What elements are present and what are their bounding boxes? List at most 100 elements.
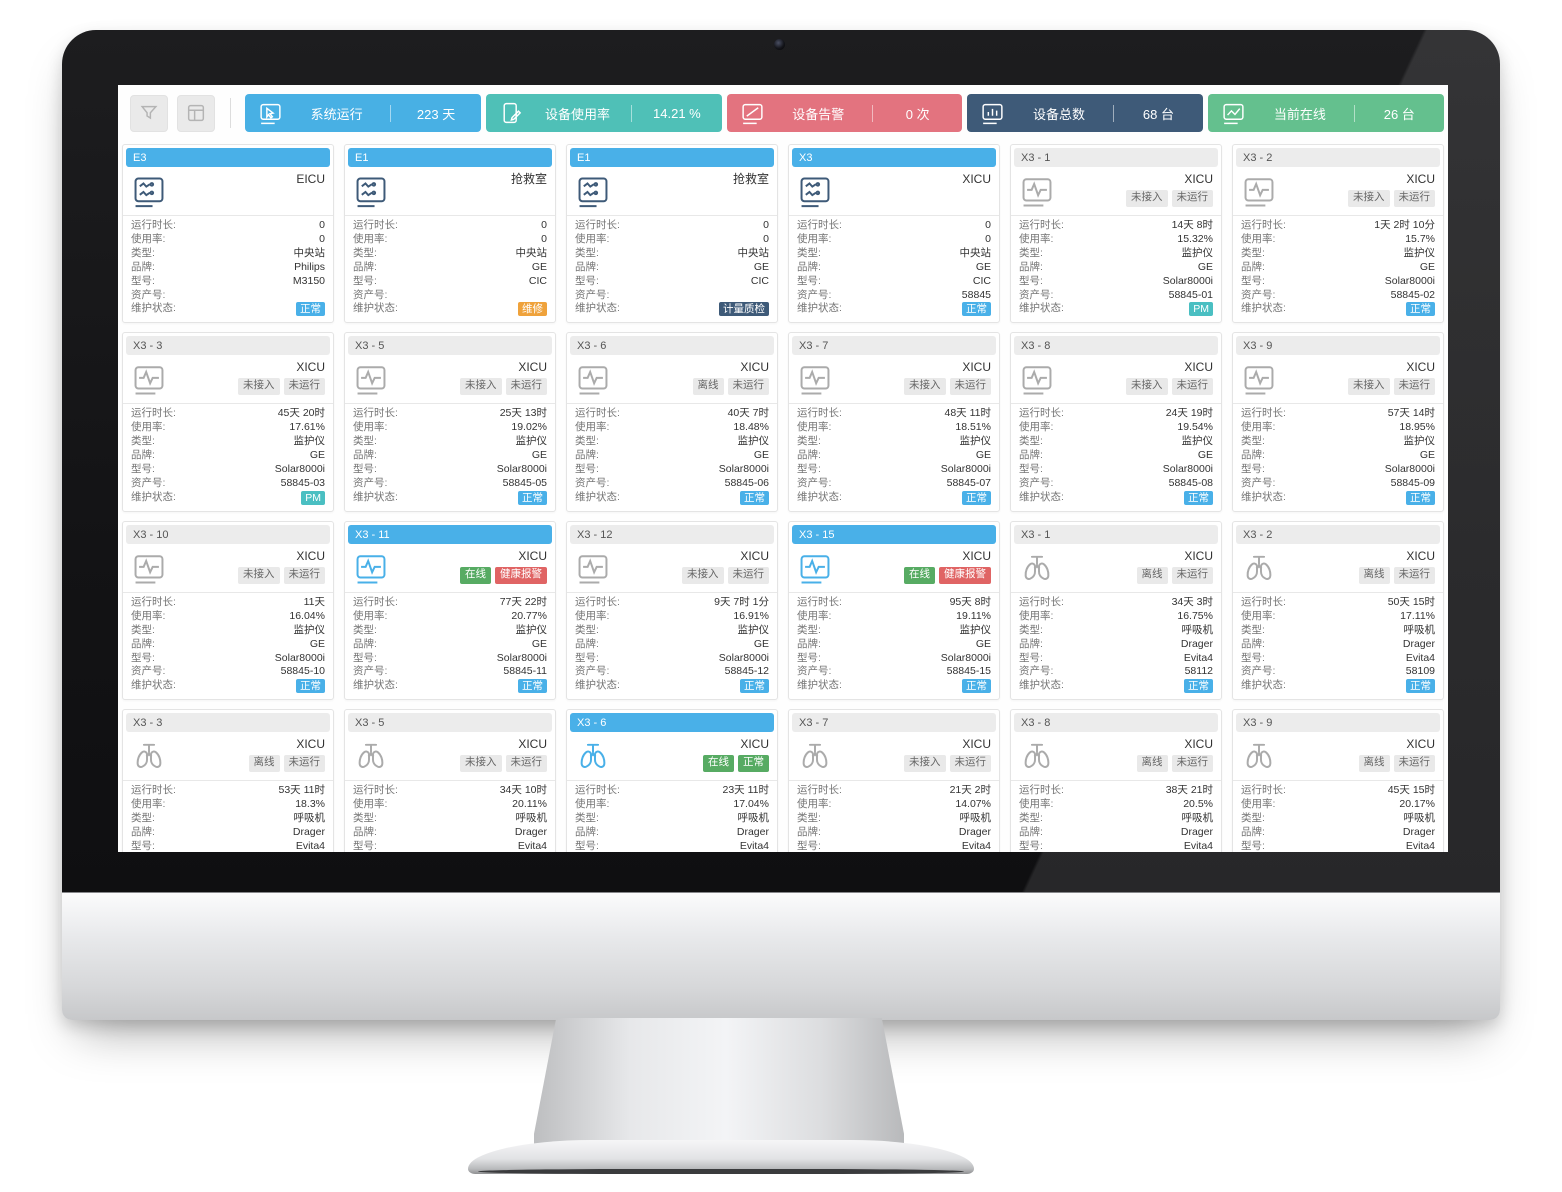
field-row-usage: 使用率: 20.11%: [353, 798, 547, 812]
field-row-type: 类型: 呼吸机: [131, 812, 325, 826]
status-badge: 未运行: [1393, 566, 1435, 584]
stat-online-now[interactable]: 当前在线 26 台: [1208, 94, 1444, 132]
card-top-section: XICU 在线 正常: [567, 735, 777, 782]
maintenance-badge: 正常: [296, 302, 325, 317]
card-top-section: XICU 未接入 未运行: [345, 735, 555, 782]
device-card[interactable]: X3 - 6 XICU 在线 正常 运行时长: 23天 11时 使用率: 17.04% 类…: [566, 709, 778, 852]
field-label: 使用率:: [353, 421, 388, 434]
field-value: Solar8000i: [274, 651, 325, 664]
field-value: 呼吸机: [293, 812, 326, 825]
stat-device-usage[interactable]: 设备使用率 14.21 %: [485, 94, 722, 132]
filter-button[interactable]: [130, 94, 168, 132]
field-value: 58112: [1184, 665, 1213, 678]
field-label: 型号:: [1241, 651, 1265, 664]
device-card[interactable]: X3 - 3 XICU 未接入 未运行 运行时长: 45天 20时 使用率: 17.61…: [122, 332, 334, 512]
device-card[interactable]: X3 - 15 XICU 在线 健康报警 运行时长: 95天 8时 使用率: 19.11…: [788, 520, 1000, 701]
field-label: 使用率:: [575, 798, 610, 811]
field-row-asset: 资产号: 58845-03: [131, 477, 325, 491]
device-card[interactable]: X3 - 11 XICU 在线 健康报警 运行时长: 77天 22时 使用率: 20.7…: [344, 520, 556, 701]
card-fields: 运行时长: 45天 15时 使用率: 20.17% 类型: 呼吸机 品牌: Drager 型号:…: [1233, 781, 1443, 852]
device-card[interactable]: E1 抢救室 运行时长: 0 使用率: 0 类型: 中央站 品牌: GE 型号: CIC 资产号: 维…: [344, 144, 556, 324]
field-row-usage: 使用率: 19.54%: [1019, 421, 1213, 435]
field-label: 使用率:: [575, 421, 610, 434]
field-row-model: 型号: Solar8000i: [1241, 463, 1435, 477]
status-badge: 未运行: [727, 566, 769, 584]
card-location: EICU: [296, 172, 325, 186]
status-badges: 未接入 未运行: [797, 755, 991, 773]
stat-device-alarms[interactable]: 设备告警 0 次: [726, 94, 963, 132]
device-card[interactable]: X3 - 3 XICU 离线 未运行 运行时长: 53天 11时 使用率: 18.3% 类…: [122, 709, 334, 852]
device-card[interactable]: E3 EICU 运行时长: 0 使用率: 0 类型: 中央站 品牌: Philips 型号: M3…: [122, 144, 334, 324]
field-value: 15.7%: [1405, 232, 1435, 245]
field-row-brand: 品牌: GE: [131, 638, 325, 652]
imac-monitor-frame: 系统运行 223 天 设备使用率 14.21 % 设备告警: [62, 30, 1500, 1020]
stat-label: 设备总数: [1033, 106, 1086, 122]
field-value: 19.54%: [1177, 421, 1213, 434]
field-value: 0: [763, 232, 769, 245]
card-fields: 运行时长: 21天 2时 使用率: 14.07% 类型: 呼吸机 品牌: Drager 型号: E…: [789, 781, 999, 852]
card-top-section: XICU 未接入 未运行: [1011, 170, 1221, 216]
field-label: 使用率:: [1241, 609, 1276, 622]
stat-device-total[interactable]: 设备总数 68 台: [967, 94, 1204, 132]
field-value: M3150: [292, 274, 325, 287]
device-card[interactable]: X3 - 7 XICU 未接入 未运行 运行时长: 21天 2时 使用率: 14.07%…: [788, 709, 1000, 852]
stat-system-uptime[interactable]: 系统运行 223 天: [245, 94, 481, 132]
field-row-runtime: 运行时长: 0: [353, 219, 547, 233]
device-card[interactable]: X3 - 10 XICU 未接入 未运行 运行时长: 11天 使用率: 16.04% 类型…: [122, 520, 334, 701]
card-location: 抢救室: [510, 172, 547, 186]
card-header: X3 - 6: [570, 336, 774, 356]
device-card[interactable]: X3 - 2 XICU 未接入 未运行 运行时长: 1天 2时 10分 使用率: 15.…: [1232, 144, 1444, 324]
field-value: 58845-08: [1168, 476, 1213, 489]
device-card[interactable]: X3 - 8 XICU 离线 未运行 运行时长: 38天 21时 使用率: 20.5% 类…: [1010, 709, 1222, 852]
status-badge: 未运行: [283, 378, 325, 396]
field-value: 17.11%: [1400, 609, 1435, 622]
maintenance-badge: 正常: [296, 679, 325, 694]
device-card[interactable]: X3 - 5 XICU 未接入 未运行 运行时长: 34天 10时 使用率: 20.11…: [344, 709, 556, 852]
field-row-brand: 品牌: GE: [575, 449, 769, 463]
layout-button[interactable]: [177, 94, 215, 132]
field-row-type: 类型: 监护仪: [1019, 435, 1213, 449]
card-fields: 运行时长: 9天 7时 1分 使用率: 16.91% 类型: 监护仪 品牌: GE 型号: Sol…: [567, 593, 777, 699]
field-label: 使用率:: [131, 232, 166, 245]
field-row-usage: 使用率: 20.17%: [1241, 798, 1435, 812]
field-label: 运行时长:: [1019, 784, 1064, 797]
patient-monitor-icon: [1242, 363, 1276, 397]
field-label: 品牌:: [1241, 449, 1265, 462]
device-card[interactable]: X3 - 7 XICU 未接入 未运行 运行时长: 48天 11时 使用率: 18.51…: [788, 332, 1000, 512]
field-row-usage: 使用率: 0: [131, 233, 325, 247]
field-row-model: 型号: Evita4: [1241, 652, 1435, 666]
field-row-model: 型号: CIC: [353, 275, 547, 289]
device-card[interactable]: X3 XICU 运行时长: 0 使用率: 0 类型: 中央站 品牌: GE 型号: CIC 资产号:…: [788, 144, 1000, 324]
device-card[interactable]: X3 - 6 XICU 离线 未运行 运行时长: 40天 7时 使用率: 18.48% 类…: [566, 332, 778, 512]
status-badges: 未接入 未运行: [353, 755, 547, 773]
device-card[interactable]: X3 - 9 XICU 离线 未运行 运行时长: 45天 15时 使用率: 20.17%…: [1232, 709, 1444, 852]
field-value: GE: [1419, 449, 1435, 462]
device-card[interactable]: E1 抢救室 运行时长: 0 使用率: 0 类型: 中央站 品牌: GE 型号: CIC 资产号: 维…: [566, 144, 778, 324]
field-label: 使用率:: [1019, 421, 1054, 434]
card-top-section: XICU 在线 健康报警: [345, 547, 555, 593]
field-value: 17.61%: [289, 421, 325, 434]
field-value: Solar8000i: [940, 463, 991, 476]
field-value: Evita4: [1405, 651, 1435, 664]
field-value: 呼吸机: [959, 812, 992, 825]
card-location: XICU: [962, 172, 991, 186]
field-value: 58845-12: [724, 665, 769, 678]
device-card[interactable]: X3 - 8 XICU 未接入 未运行 运行时长: 24天 19时 使用率: 19.54…: [1010, 332, 1222, 512]
card-header: X3 - 2: [1236, 148, 1440, 167]
field-label: 类型:: [131, 246, 155, 259]
device-card[interactable]: X3 - 2 XICU 离线 未运行 运行时长: 50天 15时 使用率: 17.11%…: [1232, 520, 1444, 701]
card-fields: 运行时长: 38天 21时 使用率: 20.5% 类型: 呼吸机 品牌: Drager 型号: E…: [1011, 781, 1221, 852]
field-label: 类型:: [1019, 812, 1043, 825]
device-card[interactable]: X3 - 1 XICU 离线 未运行 运行时长: 34天 3时 使用率: 16.75% 类…: [1010, 520, 1222, 701]
status-badge: 在线: [904, 566, 935, 584]
device-card[interactable]: X3 - 1 XICU 未接入 未运行 运行时长: 14天 8时 使用率: 15.32%…: [1010, 144, 1222, 324]
status-badge: 离线: [248, 755, 280, 773]
device-card[interactable]: X3 - 12 XICU 未接入 未运行 运行时长: 9天 7时 1分 使用率: 16.…: [566, 520, 778, 701]
field-row-type: 类型: 呼吸机: [575, 812, 769, 826]
field-value: CIC: [972, 274, 991, 287]
status-badge: 未运行: [1171, 190, 1213, 207]
card-top-section: XICU 离线 未运行: [123, 735, 333, 782]
field-row-usage: 使用率: 0: [575, 233, 769, 247]
device-card[interactable]: X3 - 9 XICU 未接入 未运行 运行时长: 57天 14时 使用率: 18.95…: [1232, 332, 1444, 512]
device-card[interactable]: X3 - 5 XICU 未接入 未运行 运行时长: 25天 13时 使用率: 19.02…: [344, 332, 556, 512]
